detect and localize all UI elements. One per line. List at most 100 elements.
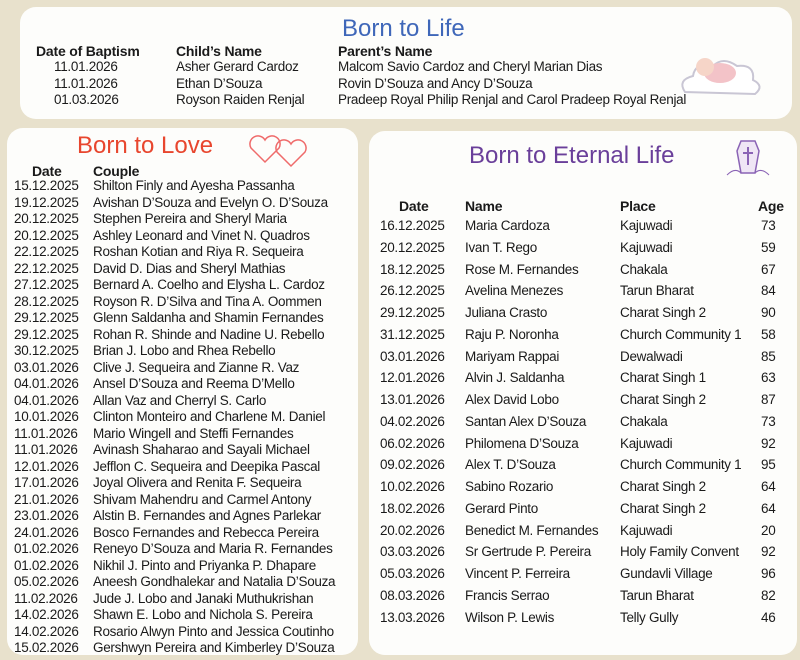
couple-names: Bosco Fernandes and Rebecca Pereira	[93, 524, 319, 540]
marriage-date: 04.01.2026	[14, 392, 79, 408]
baptism-date: 11.01.2026	[54, 59, 118, 74]
deceased-name: Ivan T. Rego	[465, 239, 537, 255]
place: Dewalwadi	[620, 348, 683, 364]
marriage-date: 30.12.2025	[14, 343, 79, 358]
marriage-date: 15.12.2025	[14, 178, 79, 193]
marriage-date: 11.01.2026	[14, 442, 78, 457]
place: Kajuwadi	[620, 522, 673, 538]
couple-names: Royson R. D’Silva and Tina A. Oommen	[93, 293, 322, 309]
age: 84	[761, 283, 776, 299]
death-date: 10.02.2026	[380, 479, 445, 494]
death-date: 31.12.2025	[380, 326, 445, 342]
baptism-date: 11.01.2026	[54, 75, 118, 91]
couple-names: Jude J. Lobo and Janaki Muthukrishan	[93, 590, 314, 606]
place: Church Community 1	[620, 457, 742, 473]
death-date: 05.03.2026	[380, 566, 445, 581]
section-title: Born to Love	[77, 132, 214, 159]
column-header: Place	[620, 198, 656, 214]
place: Holy Family Convent	[620, 544, 739, 560]
parent-names: Malcom Savio Cardoz and Cheryl Marian Di…	[338, 59, 603, 74]
marriage-date: 11.01.2026	[14, 425, 78, 441]
age: 58	[761, 326, 776, 342]
place: Charat Singh 2	[620, 479, 706, 494]
death-date: 12.01.2026	[380, 370, 445, 386]
age: 73	[761, 413, 776, 429]
place: Church Community 1	[620, 326, 742, 342]
couple-names: Clive J. Sequeira and Zianne R. Vaz	[93, 359, 300, 375]
couple-names: Joyal Olivera and Renita F. Sequeira	[93, 475, 302, 490]
born-to-eternal-life-section: Born to Eternal Life Date Name Place Age…	[369, 131, 797, 655]
age: 73	[761, 218, 776, 233]
death-date: 06.02.2026	[380, 435, 445, 451]
age: 64	[761, 479, 776, 494]
marriage-date: 10.01.2026	[14, 409, 79, 424]
deceased-name: Santan Alex D’Souza	[465, 413, 587, 429]
marriage-date: 24.01.2026	[14, 524, 79, 540]
marriage-date: 11.02.2026	[14, 590, 78, 606]
marriage-date: 12.01.2026	[14, 458, 79, 474]
parent-names: Pradeep Royal Philip Renjal and Carol Pr…	[338, 92, 687, 107]
couple-names: Ashley Leonard and Vinet N. Quadros	[93, 227, 310, 243]
marriage-date: 23.01.2026	[14, 508, 79, 523]
age: 64	[761, 500, 776, 516]
child-name: Asher Gerard Cardoz	[176, 59, 299, 74]
deceased-name: Rose M. Fernandes	[465, 261, 579, 277]
age: 46	[761, 609, 776, 625]
two-hearts-icon	[249, 135, 307, 168]
marriage-date: 29.12.2025	[14, 326, 79, 342]
marriage-date: 04.01.2026	[14, 376, 79, 391]
deceased-name: Gerard Pinto	[465, 500, 538, 516]
couple-names: Rohan R. Shinde and Nadine U. Rebello	[93, 326, 325, 342]
place: Tarun Bharat	[620, 587, 694, 603]
age: 92	[761, 544, 776, 560]
death-date: 03.01.2026	[380, 348, 445, 364]
place: Charat Singh 2	[620, 392, 706, 407]
marriage-date: 19.12.2025	[14, 194, 79, 210]
deceased-name: Wilson P. Lewis	[465, 609, 555, 625]
deceased-name: Juliana Crasto	[465, 305, 548, 320]
deceased-name: Benedict M. Fernandes	[465, 522, 599, 538]
deceased-name: Francis Serrao	[465, 587, 550, 603]
column-header: Couple	[93, 163, 140, 179]
death-date: 04.02.2026	[380, 413, 445, 429]
place: Charat Singh 1	[620, 370, 706, 386]
age: 92	[761, 435, 776, 451]
section-title: Born to Eternal Life	[469, 142, 675, 169]
deceased-name: Vincent P. Ferreira	[465, 566, 570, 581]
deceased-name: Philomena D’Souza	[465, 435, 579, 451]
marriage-date: 01.02.2026	[14, 557, 79, 573]
place: Charat Singh 2	[620, 500, 706, 516]
marriage-date: 15.02.2026	[14, 640, 79, 655]
death-date: 08.03.2026	[380, 587, 445, 603]
column-header: Date	[32, 163, 62, 179]
age: 63	[761, 370, 776, 386]
couple-names: Stephen Pereira and Sheryl Maria	[93, 211, 287, 226]
deceased-name: Mariyam Rappai	[465, 348, 560, 364]
marriage-date: 03.01.2026	[14, 359, 79, 375]
marriage-date: 29.12.2025	[14, 310, 79, 325]
couple-names: Ansel D’Souza and Reema D’Mello	[93, 376, 295, 391]
marriage-date: 27.12.2025	[14, 277, 79, 292]
age: 90	[761, 305, 776, 320]
parent-names: Rovin D’Souza and Ancy D’Souza	[338, 75, 533, 91]
couple-names: Gershwyn Pereira and Kimberley D’Souza	[93, 640, 335, 655]
marriage-date: 20.12.2025	[14, 211, 79, 226]
age: 82	[761, 587, 776, 603]
place: Chakala	[620, 413, 668, 429]
age: 95	[761, 457, 776, 473]
marriage-date: 28.12.2025	[14, 293, 79, 309]
couple-names: Brian J. Lobo and Rhea Rebello	[93, 343, 276, 358]
couple-names: Avinash Shaharao and Sayali Michael	[93, 442, 310, 457]
marriage-date: 01.02.2026	[14, 541, 79, 556]
death-date: 13.03.2026	[380, 609, 445, 625]
couple-names: Nikhil J. Pinto and Priyanka P. Dhapare	[93, 557, 316, 573]
place: Kajuwadi	[620, 218, 673, 233]
couple-names: Jefflon C. Sequeira and Deepika Pascal	[93, 458, 320, 474]
baptism-date: 01.03.2026	[54, 92, 119, 107]
deceased-name: Avelina Menezes	[465, 283, 564, 299]
couple-names: David D. Dias and Sheryl Mathias	[93, 260, 286, 276]
couple-names: Clinton Monteiro and Charlene M. Daniel	[93, 409, 326, 424]
column-header: Date	[399, 198, 429, 214]
couple-names: Bernard A. Coelho and Elysha L. Cardoz	[93, 277, 325, 292]
age: 20	[761, 522, 776, 538]
